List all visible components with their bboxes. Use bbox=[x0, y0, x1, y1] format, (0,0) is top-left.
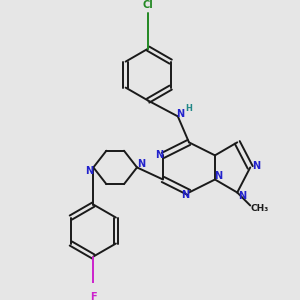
Text: Cl: Cl bbox=[143, 0, 154, 10]
Text: N: N bbox=[138, 159, 146, 169]
Text: N: N bbox=[238, 191, 246, 201]
Text: N: N bbox=[176, 109, 184, 118]
Text: N: N bbox=[214, 171, 222, 181]
Text: N: N bbox=[252, 160, 260, 171]
Text: N: N bbox=[155, 150, 163, 161]
Text: CH₃: CH₃ bbox=[250, 204, 268, 213]
Text: F: F bbox=[90, 292, 97, 300]
Text: N: N bbox=[85, 166, 93, 176]
Text: H: H bbox=[185, 104, 192, 113]
Text: N: N bbox=[181, 190, 189, 200]
